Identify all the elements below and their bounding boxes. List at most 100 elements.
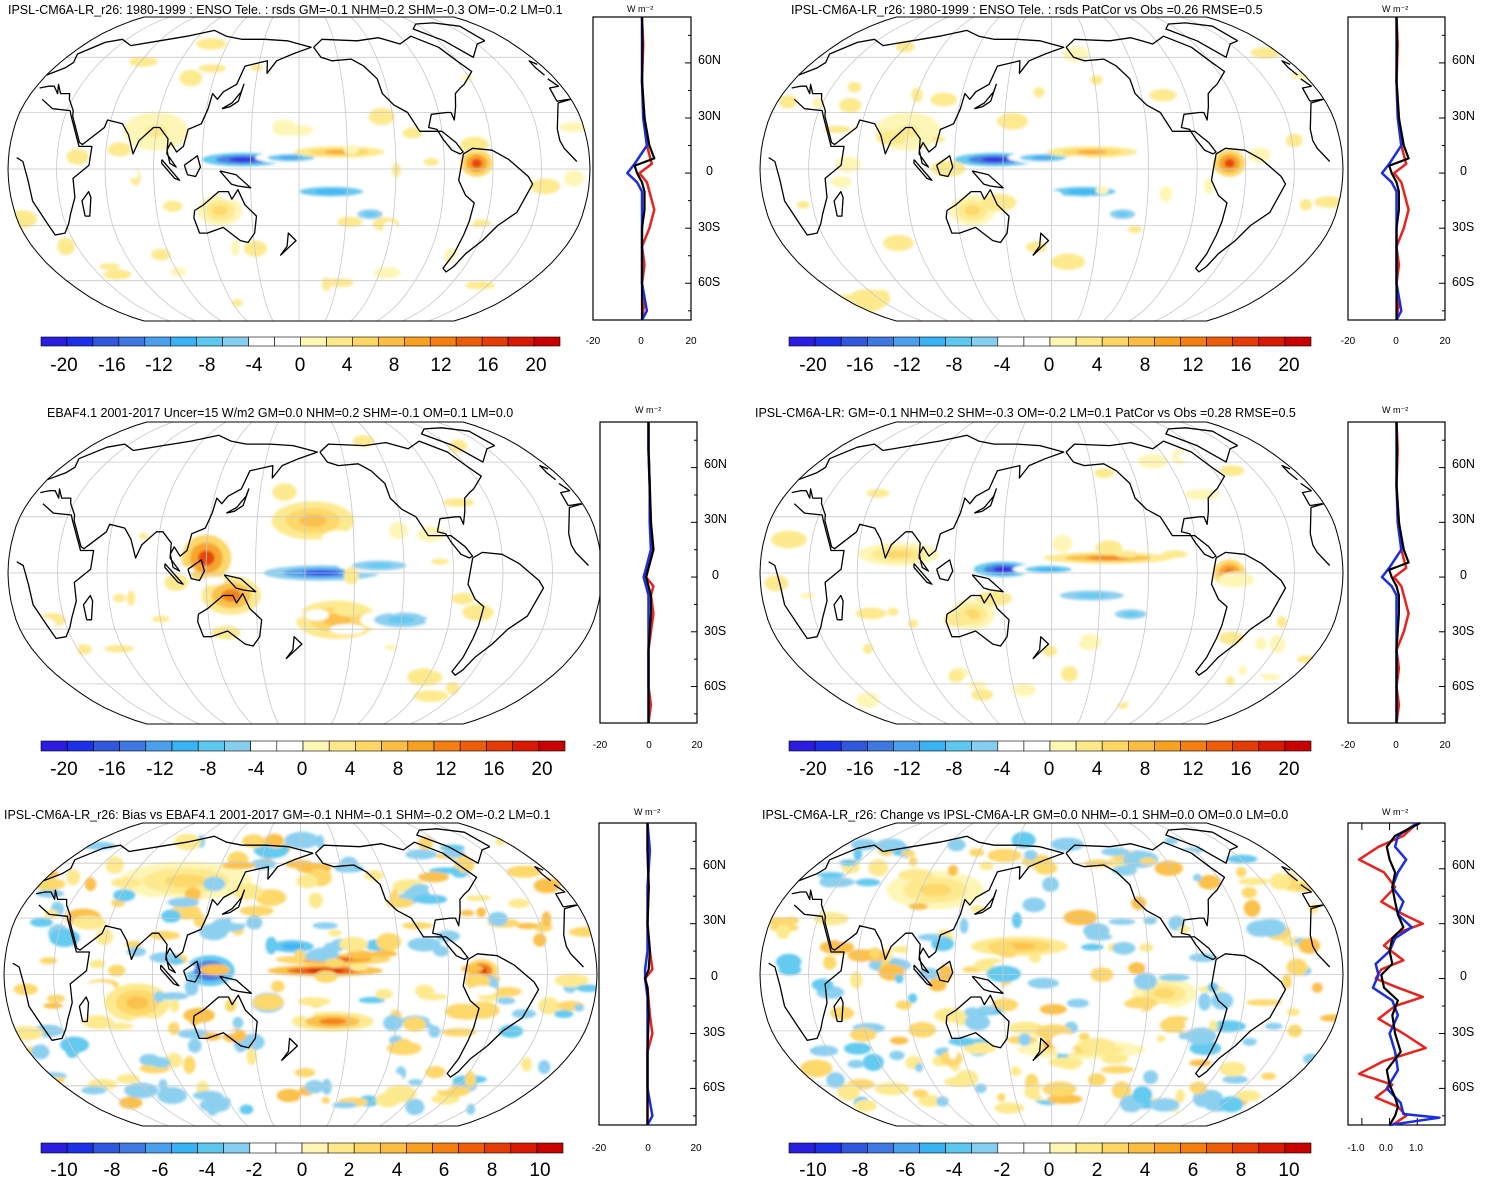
colorbar-swatch [997,1142,1025,1154]
noise-patch [43,1002,63,1009]
noise-patch [82,1015,114,1030]
ytick-label: 60N [1452,858,1475,872]
colorbar-swatch [118,336,146,347]
noise-patch [20,616,56,632]
graticule-meridian [856,422,949,724]
noise-patch [1149,88,1177,102]
noise-patch [74,255,106,263]
graticule-meridian [350,17,397,321]
noise-patch [1143,1070,1159,1085]
noise-patch [521,1057,532,1072]
cbar-label: 0 [297,1160,308,1179]
noise-patch [853,847,863,862]
anomaly-patch [1122,611,1139,617]
noise-patch [113,593,126,603]
noise-patch [1286,599,1315,611]
noise-patch [1082,491,1107,497]
noise-patch [930,160,966,177]
noise-patch [1148,1081,1160,1094]
noise-patch [460,1096,470,1107]
profile-line-blue [1371,821,1441,1127]
noise-patch [461,964,484,973]
noise-patch [312,922,338,930]
xtick-label: 20 [690,1143,702,1154]
map-panel [759,421,1344,725]
noise-patch [314,689,326,707]
cbar-label: -4 [994,355,1011,376]
noise-patch [498,844,514,858]
graticule-meridian [255,422,280,724]
cbar-label: -8 [852,1160,869,1179]
cbar-label: 20 [531,759,552,780]
colorbar-swatch [971,336,999,347]
noise-patch [508,898,530,909]
noise-patch [305,910,340,920]
noise-patch [1298,546,1331,556]
noise-patch [333,604,365,617]
coastline-namerica [1065,440,1226,559]
noise-patch [255,889,287,906]
noise-patch [1059,457,1073,470]
coastline-uk [539,464,557,481]
noise-patch [943,1076,978,1088]
noise-patch [186,198,197,206]
colorbar-swatch [945,1142,972,1154]
noise-patch [1228,969,1256,984]
noise-patch [496,997,516,1005]
noise-patch [971,688,993,701]
coastline-africa [768,904,1331,1041]
noise-patch [1276,616,1287,628]
noise-patch [1219,104,1238,111]
colorbar-swatch [1154,740,1181,752]
noise-patch [1061,1063,1080,1070]
colorbar-swatch [919,740,946,752]
coastline-borneo [935,960,954,983]
noise-patch [1143,916,1158,925]
colorbar-swatch [866,336,894,347]
xtick-label: 20 [1439,740,1451,751]
noise-patch [1059,521,1082,529]
coastline-eurasia [791,434,1323,572]
noise-patch [442,849,466,858]
noise-patch [1137,454,1169,469]
map-panel [7,16,591,322]
zonal-profile [592,16,692,321]
profile-ylabels: 60N 30N 0 30S 60S [704,457,727,693]
noise-patch [358,996,386,1004]
noise-patch [1222,1075,1249,1084]
noise-patch [179,69,203,87]
noise-patch [501,225,521,243]
noise-patch [464,1070,476,1089]
colorbar-swatch [407,740,435,752]
coastline-newguinea [219,170,252,189]
noise-patch [1198,992,1211,1011]
noise-patch [345,950,376,959]
noise-patch [997,1093,1006,1102]
colorbar-swatch [945,740,972,752]
cbar-label: -12 [893,355,920,376]
noise-patch [167,897,200,908]
noise-patch [770,530,807,549]
noise-patch [107,142,132,157]
ytick-label: 60S [704,679,726,693]
coastline-newguinea [223,574,257,593]
xtick-label: -20 [593,740,608,751]
noise-patch [332,1102,358,1109]
graticule-meridian [1002,422,1026,724]
noise-patch [190,111,206,122]
noise-patch [912,1089,929,1098]
graticule [8,422,602,724]
noise-patch [1094,468,1115,478]
noise-patch [947,864,958,877]
noise-patch [157,1087,188,1104]
noise-patch [1243,899,1261,917]
noise-patch [511,1009,537,1019]
noise-patch [1261,1072,1277,1081]
coastline-nz [285,636,303,660]
noise-patch [1039,1004,1067,1015]
noise-patch [375,1071,403,1086]
graticule-meridian [1128,17,1198,321]
anomaly-patch [1086,556,1130,560]
noise-patch [188,1038,202,1053]
ytick-label: 30N [1452,512,1475,526]
